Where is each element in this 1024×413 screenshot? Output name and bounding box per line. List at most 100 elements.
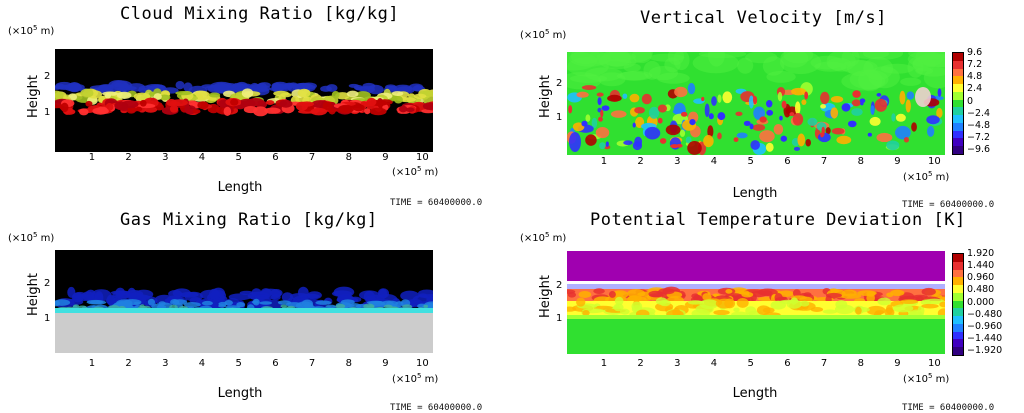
colorbar-label: −9.6 bbox=[967, 144, 991, 155]
x-tick: 10 bbox=[415, 358, 429, 369]
x-tick: 7 bbox=[308, 152, 316, 163]
x-tick: 10 bbox=[927, 358, 941, 369]
x-tick: 6 bbox=[784, 156, 791, 167]
chart-title: Cloud Mixing Ratio [kg/kg] bbox=[120, 4, 400, 24]
x-tick: 7 bbox=[308, 358, 316, 369]
x-unit-label: (×105 m) bbox=[903, 170, 950, 183]
x-tick: 3 bbox=[162, 152, 169, 163]
colorbar-label: 0.000 bbox=[967, 296, 995, 308]
colorbar-label: −7.2 bbox=[967, 131, 991, 143]
x-tick: 4 bbox=[710, 156, 718, 167]
colorbar-label: 2.4 bbox=[967, 83, 983, 95]
y-unit-label: (×105 m) bbox=[520, 231, 567, 244]
x-axis-label: Length bbox=[732, 386, 778, 401]
y-axis-label: Height bbox=[538, 275, 553, 318]
x-tick: 3 bbox=[162, 358, 169, 369]
colorbar-segment bbox=[953, 138, 963, 147]
y-tick: 2 bbox=[44, 71, 51, 82]
y-tick: 1 bbox=[44, 313, 51, 324]
heatmap-potential-temperature bbox=[567, 251, 945, 354]
colorbar-label: −0.480 bbox=[967, 308, 1003, 320]
colorbar-label: −1.920 bbox=[967, 345, 1003, 356]
x-tick: 10 bbox=[927, 156, 941, 167]
y-tick: 2 bbox=[556, 78, 563, 89]
y-unit-label: (×105 m) bbox=[8, 24, 55, 37]
x-tick: 8 bbox=[345, 152, 352, 163]
colorbar-segment bbox=[953, 323, 963, 333]
colorbar-segment bbox=[953, 277, 963, 286]
x-tick: 5 bbox=[235, 152, 242, 163]
x-tick: 8 bbox=[857, 358, 864, 369]
y-unit-label: (×105 m) bbox=[520, 28, 567, 41]
y-unit-label: (×105 m) bbox=[8, 231, 55, 244]
colorbar-segment bbox=[953, 339, 963, 348]
colorbar-segment bbox=[953, 68, 963, 77]
x-tick: 2 bbox=[125, 358, 132, 369]
colorbar-label: 1.920 bbox=[967, 248, 995, 259]
y-axis-label: Height bbox=[26, 273, 41, 316]
colorbar-segment bbox=[953, 84, 963, 93]
x-tick: 3 bbox=[674, 358, 681, 369]
colorbar-segment bbox=[953, 347, 963, 356]
colorbar-segment bbox=[953, 146, 963, 155]
colorbar-segment bbox=[953, 53, 963, 62]
colorbar-segment bbox=[953, 130, 963, 139]
time-label: TIME = 60400000.0 bbox=[390, 403, 483, 413]
colorbar-segment bbox=[953, 99, 963, 108]
x-tick: 5 bbox=[235, 358, 242, 369]
x-unit-label: (×105 m) bbox=[392, 165, 439, 178]
chart-title: Gas Mixing Ratio [kg/kg] bbox=[120, 210, 378, 230]
x-unit-label: (×105 m) bbox=[903, 372, 950, 385]
y-tick: 1 bbox=[44, 107, 51, 118]
x-tick: 5 bbox=[747, 156, 754, 167]
colorbar-segment bbox=[953, 60, 963, 70]
x-tick: 6 bbox=[784, 358, 791, 369]
x-tick: 9 bbox=[894, 156, 901, 167]
colorbar-label: 0.960 bbox=[967, 272, 995, 284]
colorbar bbox=[952, 253, 964, 356]
x-axis-label: Length bbox=[217, 386, 263, 401]
x-tick: 8 bbox=[857, 156, 864, 167]
x-tick: 6 bbox=[272, 358, 279, 369]
colorbar-label: −0.960 bbox=[967, 320, 1003, 332]
x-tick: 1 bbox=[600, 358, 608, 369]
colorbar-segment bbox=[953, 308, 963, 317]
x-tick: 4 bbox=[198, 152, 206, 163]
colorbar-segment bbox=[953, 122, 963, 132]
colorbar bbox=[952, 52, 964, 155]
x-tick: 3 bbox=[674, 156, 681, 167]
x-tick: 2 bbox=[125, 152, 132, 163]
colorbar-label: −2.4 bbox=[967, 107, 991, 119]
time-label: TIME = 60400000.0 bbox=[902, 403, 995, 413]
chart-title: Vertical Velocity [m/s] bbox=[640, 8, 887, 28]
y-axis-label: Height bbox=[26, 75, 41, 118]
x-tick: 8 bbox=[345, 358, 352, 369]
y-tick: 2 bbox=[556, 280, 563, 291]
x-tick: 4 bbox=[710, 358, 718, 369]
colorbar-segment bbox=[953, 261, 963, 271]
colorbar-segment bbox=[953, 115, 963, 124]
heatmap-gas-mixing-ratio bbox=[55, 250, 433, 353]
x-tick: 1 bbox=[88, 358, 96, 369]
x-tick: 10 bbox=[415, 152, 429, 163]
colorbar-segment bbox=[953, 269, 963, 278]
colorbar-label: 1.440 bbox=[967, 260, 995, 272]
time-label: TIME = 60400000.0 bbox=[902, 200, 995, 207]
y-tick: 2 bbox=[44, 278, 51, 289]
y-tick: 1 bbox=[556, 313, 563, 324]
heatmap-vertical-velocity bbox=[567, 52, 945, 155]
x-unit-label: (×105 m) bbox=[392, 372, 439, 385]
colorbar-segment bbox=[953, 331, 963, 340]
colorbar-label: 9.6 bbox=[967, 47, 983, 58]
colorbar-segment bbox=[953, 285, 963, 294]
x-axis-label: Length bbox=[217, 180, 263, 195]
colorbar-label: 0.480 bbox=[967, 284, 995, 296]
colorbar-label: 7.2 bbox=[967, 59, 983, 71]
x-axis-label: Length bbox=[732, 186, 778, 201]
colorbar-segment bbox=[953, 107, 963, 116]
x-tick: 9 bbox=[382, 152, 389, 163]
y-tick: 1 bbox=[556, 112, 563, 123]
heatmap-cloud-mixing-ratio bbox=[55, 49, 433, 152]
colorbar-segment bbox=[953, 254, 963, 263]
x-tick: 7 bbox=[820, 358, 828, 369]
